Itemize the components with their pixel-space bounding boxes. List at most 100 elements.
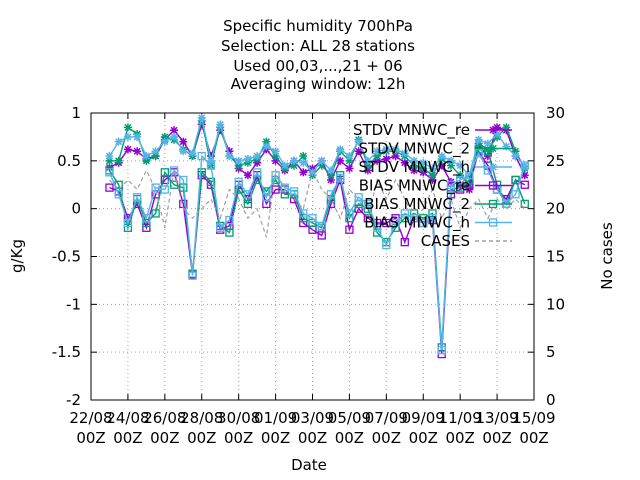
- data-point: [456, 171, 465, 180]
- series-line: [108, 117, 526, 177]
- x-tick-label-date: 11/09: [439, 409, 482, 427]
- legend-entry: BIAS MNWC_h: [364, 214, 512, 233]
- data-point: [243, 190, 253, 199]
- data-point: [197, 168, 206, 177]
- data-point: [400, 237, 409, 247]
- data-point: [317, 231, 326, 240]
- data-point: [345, 164, 354, 173]
- legend-label: STDV MNWC_h: [359, 158, 470, 177]
- marker-stroke: [115, 157, 123, 165]
- data-point: [225, 152, 234, 161]
- marker-stroke: [318, 157, 326, 165]
- marker-stroke: [262, 142, 270, 151]
- series-layer: [105, 113, 529, 359]
- x-tick-label-date: 26/08: [143, 409, 186, 427]
- marker-stroke: [299, 168, 307, 176]
- data-point: [169, 180, 179, 189]
- data-point: [188, 149, 197, 158]
- data-point: [179, 147, 188, 156]
- marker-stroke: [419, 164, 427, 173]
- data-point: [234, 177, 243, 187]
- data-point: [483, 139, 492, 148]
- x-tick-label-date: 24/08: [106, 409, 149, 427]
- data-point: [400, 209, 409, 218]
- data-point: [456, 175, 465, 185]
- data-point: [363, 199, 373, 209]
- data-point: [308, 214, 317, 223]
- data-point: [188, 271, 197, 280]
- data-point: [317, 156, 326, 165]
- data-point: [179, 137, 188, 146]
- x-tick-label-date: 09/09: [402, 409, 445, 427]
- axes: 1 300.5 250 20-0.5 15-1 10-1.5 5-2 022/0800Z24/…: [52, 104, 565, 447]
- data-point: [419, 158, 428, 167]
- data-point: [280, 161, 289, 170]
- data-point: [160, 137, 169, 146]
- data-point: [456, 161, 465, 170]
- data-point: [326, 190, 336, 199]
- x-tick-label-date: 28/08: [180, 409, 223, 427]
- marker-stroke: [355, 147, 363, 155]
- x-axis-label: Date: [291, 456, 327, 474]
- marker-stroke: [345, 152, 353, 160]
- x-tick-label-date: 13/09: [475, 409, 518, 427]
- legend-entry: CASES: [421, 232, 512, 250]
- data-point: [382, 154, 391, 163]
- data-point: [511, 190, 520, 199]
- data-point: [391, 218, 400, 228]
- legend-label: STDV MNWC_re: [353, 121, 470, 140]
- data-point: [290, 156, 299, 165]
- data-point: [252, 168, 262, 177]
- y2-tick-label: 20: [546, 200, 565, 218]
- x-tick-label-time: 00Z: [372, 429, 401, 447]
- data-point: [520, 180, 529, 189]
- marker-stroke: [493, 130, 501, 138]
- data-point: [410, 156, 419, 165]
- data-point: [465, 180, 474, 189]
- x-tick-label-time: 00Z: [113, 429, 142, 447]
- legend-marker: [488, 218, 498, 227]
- marker-stroke: [345, 164, 353, 173]
- legend-label: STDV MNWC_2: [358, 140, 470, 159]
- data-point: [299, 158, 308, 167]
- y-tick-label: 1: [71, 104, 81, 122]
- y2-tick-label: 5: [546, 343, 556, 361]
- data-point: [299, 214, 308, 223]
- data-point: [456, 183, 465, 192]
- x-tick-label-date: 01/09: [254, 409, 297, 427]
- marker-stroke: [133, 147, 141, 155]
- data-point: [336, 173, 345, 183]
- data-point: [391, 214, 400, 223]
- marker-stroke: [115, 138, 123, 146]
- data-point: [132, 193, 142, 202]
- data-point: [400, 149, 409, 158]
- marker-stroke: [382, 155, 390, 163]
- data-point: [437, 346, 446, 355]
- data-point: [354, 193, 363, 202]
- data-point: [151, 147, 160, 156]
- data-point: [520, 161, 529, 170]
- data-point: [428, 214, 437, 223]
- series-2: [105, 113, 529, 180]
- data-point: [511, 175, 520, 185]
- x-tick-label-time: 00Z: [482, 429, 511, 447]
- y2-tick-label: 0: [546, 391, 556, 409]
- data-point: [326, 166, 335, 175]
- x-tick-label-date: 07/09: [365, 409, 408, 427]
- marker-stroke: [170, 126, 178, 134]
- data-point: [160, 168, 169, 177]
- marker-stroke: [179, 147, 187, 155]
- y2-tick-label: 30: [546, 104, 565, 122]
- series-4: [105, 145, 529, 352]
- data-point: [179, 175, 188, 185]
- data-point: [336, 145, 345, 154]
- marker-stroke: [512, 152, 520, 160]
- data-point: [446, 180, 456, 189]
- data-point: [511, 152, 520, 161]
- legend-marker: [488, 181, 498, 190]
- y-tick-label: -1.5: [52, 343, 81, 361]
- marker-stroke: [152, 147, 160, 155]
- data-point: [105, 183, 114, 192]
- data-point: [123, 145, 132, 154]
- marker-stroke: [244, 171, 252, 179]
